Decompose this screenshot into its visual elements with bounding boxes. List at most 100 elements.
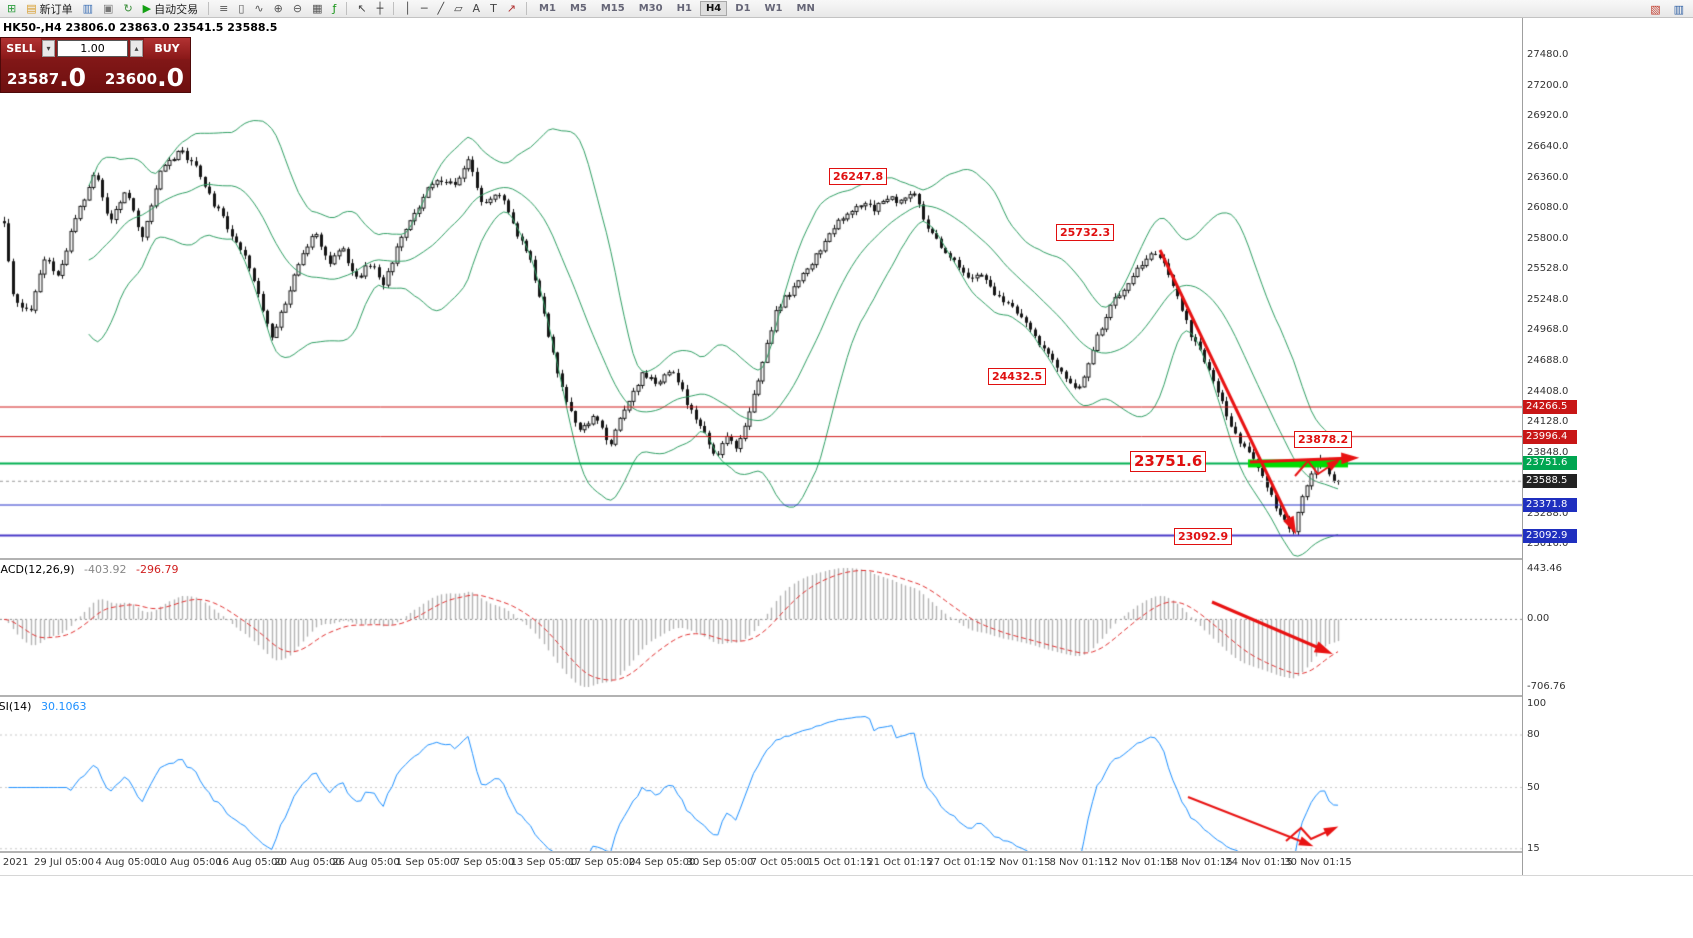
timeframe-mn-button[interactable]: MN [796, 3, 815, 14]
timeframe-h1-button[interactable]: H1 [676, 3, 692, 14]
navigator-icon: ↻ [123, 2, 133, 15]
macd-scale-zero-label: 0.00 [1527, 613, 1550, 625]
timeframe-w1-button[interactable]: W1 [764, 3, 783, 14]
main-toolbar: ⊞ ▤ 新订单 ▥ ▣ ↻ ▶ 自动交易 ≡ ▯ ∿ ⊕ ⊖ ▦ ƒ ↖ ┼ │ ─ ╱ ▱ A T ↗ M1 M5 M15 M30 H… [0, 0, 1693, 18]
time-axis-label: 30 Sep 05:00 [686, 857, 754, 868]
time-axis-label: 17 Sep 05:00 [568, 857, 636, 868]
price-tag-24266.5: 24266.5 [1523, 400, 1577, 415]
tile-windows-button[interactable]: ▦ [308, 0, 326, 17]
time-axis-label: 30 Nov 01:15 [1284, 857, 1352, 868]
volume-decrease-button[interactable]: ▾ [42, 40, 55, 57]
indicators-button[interactable]: ƒ [328, 0, 340, 17]
macd-main-value: -403.92 [84, 563, 127, 576]
rsi-value: 30.1063 [40, 700, 87, 713]
candlestick-chart-type-button[interactable]: ▯ [234, 0, 248, 17]
channel-button[interactable]: ▱ [450, 0, 466, 17]
volume-increase-button[interactable]: ▴ [130, 40, 143, 57]
price-axis-label: 26080.0 [1527, 202, 1569, 214]
charts-icon: ▥ [82, 2, 94, 15]
price-axis-label: 24408.0 [1527, 385, 1569, 397]
buy-price-main: 23600 [104, 70, 158, 88]
vertical-line-button[interactable]: │ [400, 0, 415, 17]
rsi-scale-label-100: 100 [1527, 698, 1547, 709]
channel-icon: ▱ [454, 2, 463, 15]
crosshair-button[interactable]: ┼ [373, 0, 388, 17]
zoom-in-icon: ⊕ [273, 2, 283, 15]
candlestick-chart-type-icon: ▯ [238, 2, 245, 15]
volume-input[interactable]: 1.00 [57, 40, 128, 57]
charts-button[interactable]: ▥ [79, 0, 97, 17]
price-axis-label: 27480.0 [1527, 49, 1569, 60]
line-chart-type-button[interactable]: ∿ [250, 0, 267, 17]
sell-button[interactable]: SELL [1, 38, 41, 59]
text-button[interactable]: A [469, 0, 485, 17]
price-axis-label: 24688.0 [1527, 354, 1569, 366]
zoom-out-icon: ⊖ [292, 2, 303, 15]
timeframe-h4-button[interactable]: H4 [699, 1, 728, 16]
rsi-scale-label-80: 80 [1527, 729, 1540, 740]
macd-scale-max-label: 443.46 [1527, 563, 1562, 574]
window-layout-icon: ▥ [1673, 3, 1684, 16]
price-axis-label: 23016.0 [1527, 538, 1569, 549]
price-axis-label: 23288.0 [1527, 508, 1569, 520]
horizontal-line-button[interactable]: ─ [417, 0, 432, 17]
sell-price: 23587.0 [7, 63, 87, 92]
line-chart-type-icon: ∿ [254, 2, 264, 15]
time-axis-label: 29 Jul 05:00 [34, 857, 94, 868]
rsi-scale-label-50: 50 [1527, 781, 1540, 793]
trendline-button[interactable]: ╱ [433, 0, 448, 17]
autotrading-button-label: 自动交易 [154, 2, 199, 16]
time-axis-label: 24 Sep 05:00 [628, 857, 696, 868]
bar-chart-type-button[interactable]: ≡ [215, 0, 232, 17]
zoom-out-button[interactable]: ⊖ [289, 0, 306, 17]
panel-separator[interactable] [0, 695, 1522, 697]
timeframe-m1-button[interactable]: M1 [539, 3, 556, 14]
timeframe-m30-button[interactable]: M30 [638, 3, 663, 14]
profile-chart-button[interactable]: ▧ [1646, 1, 1664, 18]
time-axis-label: 2 Nov 01:15 [989, 857, 1051, 868]
horizontal-line-icon: ─ [420, 2, 428, 15]
time-axis-label: 27 Oct 01:15 [927, 857, 993, 868]
price-tag-23588.5: 23588.5 [1523, 474, 1577, 489]
autotrading-button[interactable]: ▶ 自动交易 [139, 0, 202, 17]
time-axis-label: 24 Nov 01:15 [1225, 857, 1293, 868]
new-chart-button[interactable]: ⊞ [3, 0, 20, 17]
sell-price-main: 23587 [7, 70, 60, 88]
time-axis-label: 7 Oct 05:00 [750, 857, 810, 868]
navigator-button[interactable]: ↻ [119, 0, 136, 17]
vertical-line-icon: │ [404, 2, 411, 15]
sell-price-pips: .0 [59, 63, 87, 92]
price-axis-label: 26920.0 [1527, 110, 1569, 122]
price-axis-label: 25248.0 [1527, 293, 1569, 305]
buy-button[interactable]: BUY [144, 38, 190, 59]
price-tag-23371.8: 23371.8 [1523, 498, 1577, 513]
text-label-icon: T [490, 2, 497, 15]
buy-price: 23600.0 [104, 65, 184, 92]
text-label-button[interactable]: T [486, 0, 501, 17]
panel-separator[interactable] [0, 851, 1522, 853]
time-axis-label: 18 Nov 01:15 [1165, 857, 1233, 868]
time-axis-label: 15 Oct 01:15 [807, 857, 873, 868]
tile-windows-icon: ▦ [312, 2, 323, 15]
new-chart-icon: ⊞ [7, 2, 17, 15]
timeframe-d1-button[interactable]: D1 [735, 3, 751, 14]
price-axis-label: 25528.0 [1527, 262, 1569, 274]
toolbar-right-icons: ▧ ▥ [1645, 1, 1689, 18]
cursor-button[interactable]: ↖ [353, 0, 370, 17]
new-order-button[interactable]: ▤ 新订单 [22, 0, 76, 17]
time-axis-label: 10 Aug 05:00 [154, 857, 222, 868]
price-chart-canvas[interactable] [0, 35, 1522, 558]
panel-separator[interactable] [0, 558, 1522, 560]
toolbar-separator [526, 2, 528, 15]
zoom-in-button[interactable]: ⊕ [270, 0, 287, 17]
text-icon: A [472, 2, 481, 15]
arrows-button[interactable]: ↗ [503, 0, 520, 17]
timeframe-m5-button[interactable]: M5 [569, 3, 587, 14]
macd-panel-canvas[interactable] [0, 560, 1522, 695]
rsi-panel-canvas[interactable] [0, 697, 1522, 851]
market-watch-button[interactable]: ▣ [99, 0, 117, 17]
toolbar-separator [393, 2, 395, 15]
timeframe-m15-button[interactable]: M15 [600, 3, 625, 14]
window-layout-button[interactable]: ▥ [1670, 1, 1688, 18]
